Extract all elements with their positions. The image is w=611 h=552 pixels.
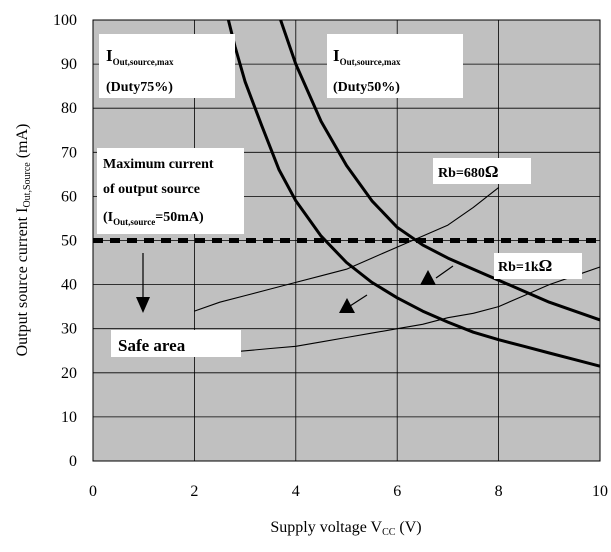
series-line-1 [226, 19, 601, 368]
duty50-label-box [327, 34, 463, 98]
safe-area-box [111, 330, 241, 357]
x-tick-label: 2 [190, 483, 198, 500]
down-arrow-head [136, 297, 150, 313]
rb680-label: Rb=680Ω [438, 162, 499, 181]
x-tick-label: 4 [292, 483, 300, 500]
series-line-4 [194, 266, 601, 356]
y-tick-label: 40 [61, 277, 77, 294]
series-line-2 [279, 19, 601, 322]
rb1k-label-box [494, 253, 582, 279]
y-axis-title: Output source current IOut,Source (mA) [14, 124, 33, 357]
y-tick-label: 90 [61, 56, 77, 73]
x-axis-title: Supply voltage VCC (V) [270, 519, 421, 538]
max-current-line2: of output source [103, 182, 200, 197]
y-tick-label: 70 [61, 144, 77, 161]
y-tick-label: 10 [61, 409, 77, 426]
x-tick-label: 8 [495, 483, 503, 500]
y-tick-labels: 0 10 20 30 40 50 60 70 80 90 100 [53, 12, 77, 470]
rb1k-label: Rb=1kΩ [498, 256, 552, 275]
x-tick-label: 10 [592, 483, 608, 500]
x-tick-label: 6 [393, 483, 401, 500]
duty75-label-box [99, 34, 235, 98]
duty75-paren: (Duty75%) [106, 80, 173, 95]
duty50-paren: (Duty50%) [333, 80, 400, 95]
safe-area-label: Safe area [118, 336, 186, 355]
y-tick-label: 50 [61, 233, 77, 250]
duty50-label: IOut,source,max [333, 46, 401, 67]
pointer-arrow-2-head [420, 270, 436, 285]
y-tick-label: 80 [61, 100, 77, 117]
max-current-box [97, 148, 244, 234]
y-tick-label: 60 [61, 188, 77, 205]
series-line-3 [194, 187, 499, 312]
rb680-label-box [433, 158, 531, 184]
duty75-label: IOut,source,max [106, 46, 174, 67]
series-group [194, 19, 601, 368]
pointer-arrow-2-shaft [435, 265, 454, 279]
max-current-line3: (IOut,source=50mA) [103, 210, 204, 227]
y-tick-label: 30 [61, 321, 77, 338]
y-tick-label: 20 [61, 365, 77, 382]
x-tick-labels: 0 2 4 6 8 10 [89, 483, 608, 500]
max-current-line1: Maximum current [103, 157, 214, 172]
plot-frame [92, 19, 601, 462]
x-tick-label: 0 [89, 483, 97, 500]
pointer-arrow-1-shaft [349, 294, 368, 307]
pointer-arrow-1-head [339, 298, 355, 313]
y-tick-label: 0 [69, 453, 77, 470]
y-tick-label: 100 [53, 12, 77, 29]
